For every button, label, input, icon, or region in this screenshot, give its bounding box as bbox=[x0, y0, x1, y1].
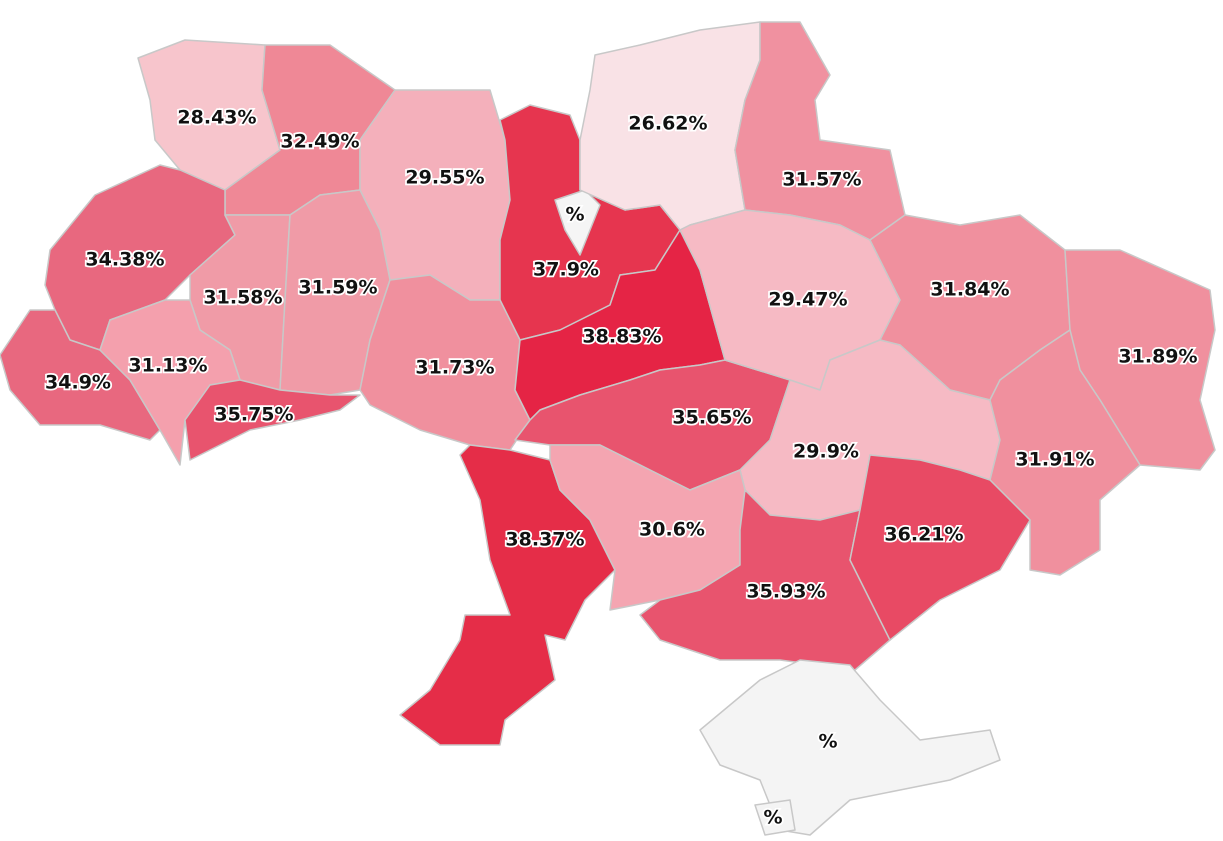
region-label: % bbox=[818, 731, 837, 753]
region-labels: 28.43% 32.49% 29.55% 37.9%% 26.62% 31.57% 34.3… bbox=[43, 105, 1199, 831]
region-label: 38.83% bbox=[582, 326, 661, 348]
region-label: 37.9% bbox=[533, 259, 599, 281]
region-label: 31.89% bbox=[1118, 346, 1197, 368]
region-label: 29.9% bbox=[793, 441, 859, 463]
region-label: 32.49% bbox=[280, 131, 359, 153]
region-label: % bbox=[565, 204, 584, 226]
region-label: 29.55% bbox=[405, 167, 484, 189]
region-label: 38.37% bbox=[505, 529, 584, 551]
region-label: 30.6% bbox=[639, 519, 705, 541]
region-label: 35.93% bbox=[746, 581, 825, 603]
region-label: 31.91% bbox=[1015, 449, 1094, 471]
region-label: 31.57% bbox=[782, 169, 861, 191]
region bbox=[699, 659, 1001, 836]
regions bbox=[0, 21, 1216, 836]
region-label: 35.75% bbox=[214, 404, 293, 426]
region bbox=[849, 454, 1031, 641]
region-label: 31.13% bbox=[128, 355, 207, 377]
region-label: 31.58% bbox=[203, 287, 282, 309]
region bbox=[184, 379, 361, 461]
region-label: 36.21% bbox=[884, 524, 963, 546]
region-label: 34.9% bbox=[45, 372, 111, 394]
region-label: 35.65% bbox=[672, 407, 751, 429]
region-label: 31.73% bbox=[415, 357, 494, 379]
region-label: 26.62% bbox=[628, 113, 707, 135]
region bbox=[754, 799, 796, 836]
region bbox=[734, 21, 906, 241]
region-label: % bbox=[763, 807, 782, 829]
region-label: 31.59% bbox=[298, 277, 377, 299]
region-label: 29.47% bbox=[768, 289, 847, 311]
region-label: 34.38% bbox=[85, 249, 164, 271]
region-label: 28.43% bbox=[177, 107, 256, 129]
region-label: 31.84% bbox=[930, 279, 1009, 301]
